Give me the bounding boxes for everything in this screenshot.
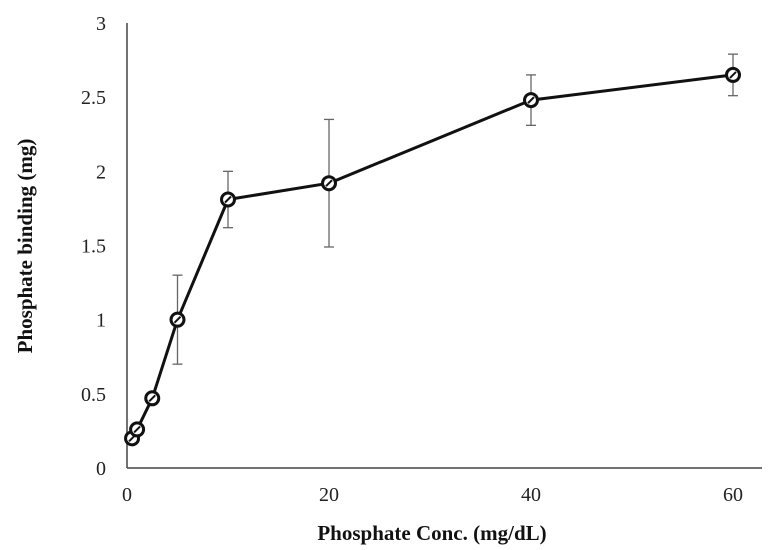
x-tick-label: 60 [723,484,743,506]
x-tick-label: 20 [319,484,339,506]
y-tick-label: 1.5 [81,236,106,258]
data-point-slash [148,394,156,402]
y-tick-label: 2 [96,161,106,183]
data-point-slash [527,96,535,104]
y-tick-label: 3 [96,13,106,35]
y-tick-label: 2.5 [81,87,106,109]
y-tick-label: 0.5 [81,384,106,406]
plot-area [126,23,762,469]
x-tick-labels: 0 20 40 60 [122,484,743,506]
x-tick-label: 0 [122,484,132,506]
data-markers [124,66,741,447]
x-tick-label: 40 [521,484,541,506]
error-bars [172,53,738,365]
x-axis-title: Phosphate Conc. (mg/dL) [317,521,546,545]
data-point-slash [224,195,232,204]
data-point-slash [325,179,333,187]
y-tick-label: 1 [96,310,106,332]
y-tick-label: 0 [96,458,106,480]
series-line [130,73,734,440]
data-point-slash [173,315,182,324]
data-point-slash [729,71,737,79]
y-tick-labels: 0 0.5 1 1.5 2 2.5 3 [81,13,106,480]
y-axis-title: Phosphate binding (mg) [13,139,37,354]
data-point-slash [133,425,141,434]
